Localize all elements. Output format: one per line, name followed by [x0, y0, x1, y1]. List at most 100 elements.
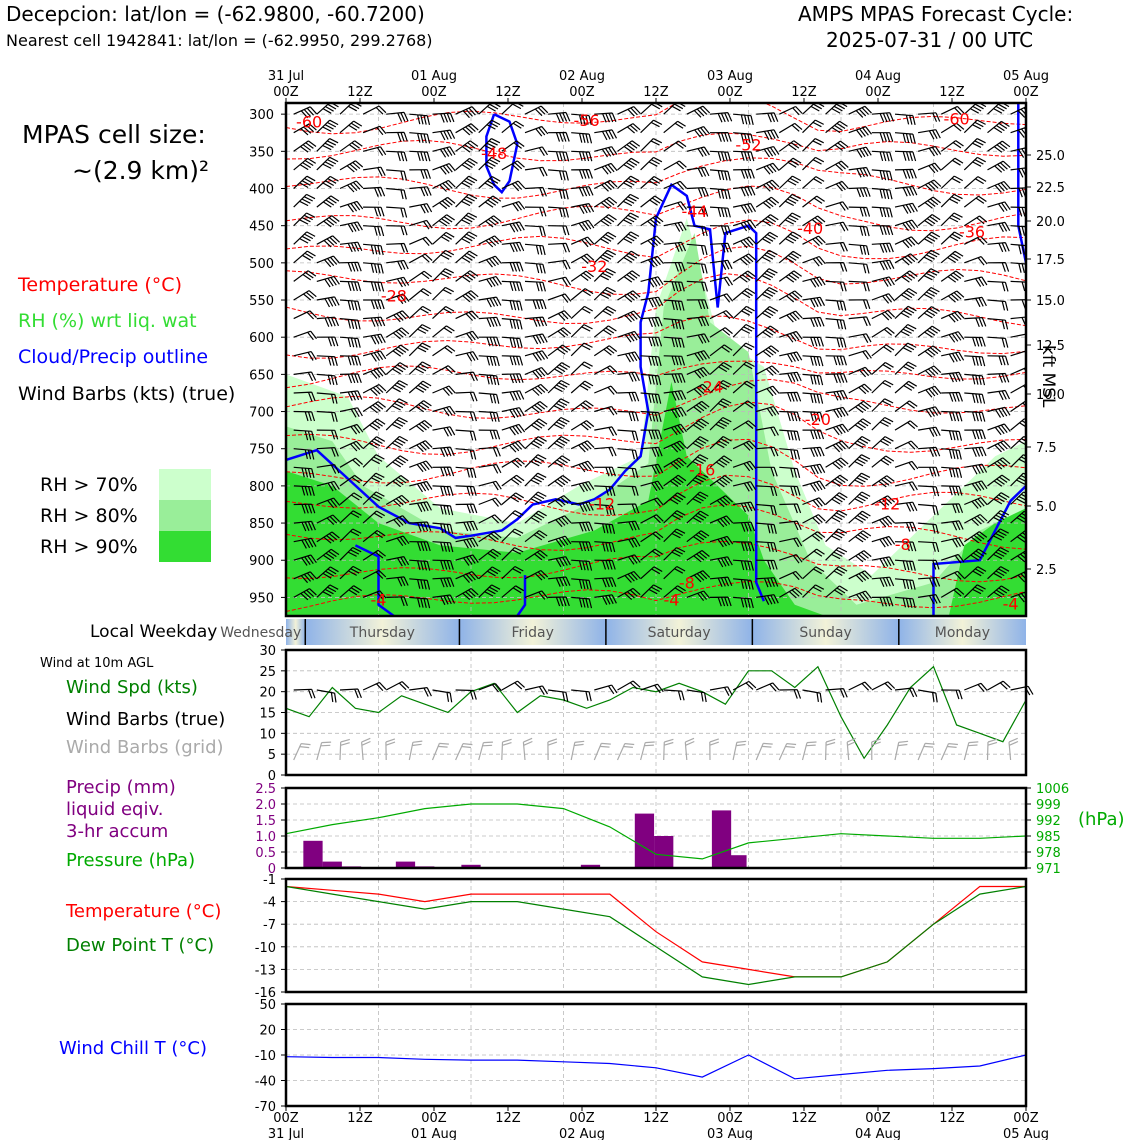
wind-barb	[594, 594, 617, 605]
wind-barb	[455, 554, 479, 566]
wind-barb	[593, 249, 616, 264]
wind-barb	[779, 351, 803, 363]
wind-barb	[1010, 530, 1026, 543]
wind-barb	[732, 287, 756, 301]
wind-barb	[894, 323, 917, 338]
surface-wind-barb	[871, 681, 896, 691]
wind-barb	[363, 243, 384, 256]
wind-barb	[524, 383, 549, 396]
wind-barb	[363, 280, 385, 292]
wind-barb	[524, 316, 548, 327]
wind-barb	[987, 440, 1011, 453]
wind-barb	[778, 175, 802, 189]
wind-barb	[894, 361, 917, 375]
wind-barb	[593, 231, 617, 245]
wind-barb	[339, 140, 363, 152]
wind-barb	[732, 460, 757, 472]
wind-barb	[524, 472, 547, 487]
wind-barb	[686, 472, 709, 487]
wind-barb	[316, 531, 340, 544]
wind-barb	[778, 122, 803, 134]
precip-tick-label: 2.5	[255, 782, 276, 797]
wind-barb	[802, 255, 826, 267]
wind-barb	[362, 549, 386, 561]
wind-barb	[409, 203, 433, 214]
wind-barb	[478, 480, 502, 491]
wind-barb	[1010, 591, 1026, 603]
wind-barb	[432, 541, 454, 553]
wind-barb	[385, 327, 410, 340]
wind-barb	[732, 440, 757, 451]
wind-barb	[316, 215, 340, 228]
wind-barb	[548, 225, 570, 236]
wind-barb	[409, 132, 431, 144]
wind-barb	[802, 195, 825, 208]
wind-barb	[755, 268, 778, 282]
wind-barb	[733, 596, 754, 609]
wind-barb	[640, 316, 663, 328]
wind-barb	[894, 168, 917, 179]
wind-barb	[524, 436, 547, 450]
precip-tick-label: 0.5	[255, 846, 276, 861]
isotherm-line	[286, 273, 1026, 327]
wind-barb	[339, 299, 361, 311]
wind-barb	[871, 242, 894, 253]
wind-barb	[940, 570, 965, 580]
wind-barb	[293, 485, 315, 496]
wind-barb	[987, 566, 1010, 580]
wind-barb	[640, 548, 664, 561]
wind-barb	[316, 195, 340, 208]
wind-barb	[709, 379, 732, 394]
wind-barb	[478, 584, 501, 598]
wind-barb	[362, 125, 387, 136]
wind-barb	[478, 429, 501, 440]
cloud-outline-mid	[516, 575, 527, 616]
wind-barb	[339, 565, 362, 580]
wind-barb	[802, 276, 826, 288]
wind-barbs-grid-label: Wind Barbs (grid)	[66, 737, 224, 758]
wind-barb	[362, 401, 386, 414]
legend-rh90-swatch	[159, 531, 211, 562]
cross-section-content: -60 -56 -60 -48 -52 -44 -40 -36 -32 -28 -24 -20 -16 -…	[286, 103, 1026, 616]
top-hour-label: 00Z	[1013, 85, 1039, 100]
dewpoint-label: Dew Point T (°C)	[66, 935, 215, 956]
wind-barb	[594, 446, 617, 457]
wind-barb	[571, 501, 594, 513]
precip-label-2: liquid eqiv.	[66, 799, 164, 820]
wind-barb	[732, 342, 755, 357]
bottom-hour-label: 12Z	[495, 1111, 521, 1126]
wind-barb	[501, 261, 524, 272]
wind-barb	[362, 529, 386, 543]
wind-barb	[409, 186, 432, 197]
wind-barb	[733, 186, 756, 197]
wind-barb	[316, 175, 339, 189]
legend-rh70-swatch	[159, 469, 211, 500]
wind-barb	[640, 497, 664, 507]
wind-barb	[547, 515, 572, 528]
wind-barb	[663, 120, 686, 134]
wind-barb	[408, 305, 432, 320]
wind-panel: 0 5 10 15 20 25 30	[259, 644, 1034, 784]
wind-barb	[940, 250, 964, 264]
wind-barb	[432, 365, 456, 375]
wind-barb	[571, 219, 595, 232]
wind-barb	[894, 559, 916, 571]
precip-bar	[580, 864, 601, 868]
wind-barb	[432, 129, 456, 141]
wind-barb	[640, 584, 663, 598]
wind-barb	[501, 140, 525, 152]
wind-barb	[339, 373, 362, 384]
wind-barb	[848, 400, 872, 413]
wind-barb	[478, 235, 502, 248]
isotherm-line	[286, 540, 1026, 583]
wind-barb	[524, 549, 548, 561]
pressure-tick-label: 999	[1036, 798, 1061, 813]
wind-barb	[293, 270, 317, 282]
wind-barb	[594, 162, 618, 175]
wind-barb	[593, 325, 617, 338]
surface-wind-barb	[755, 682, 780, 692]
wind-barb	[455, 485, 477, 496]
wind-barb	[802, 429, 825, 440]
wind-barb	[478, 531, 502, 543]
wind-barb	[733, 150, 755, 162]
